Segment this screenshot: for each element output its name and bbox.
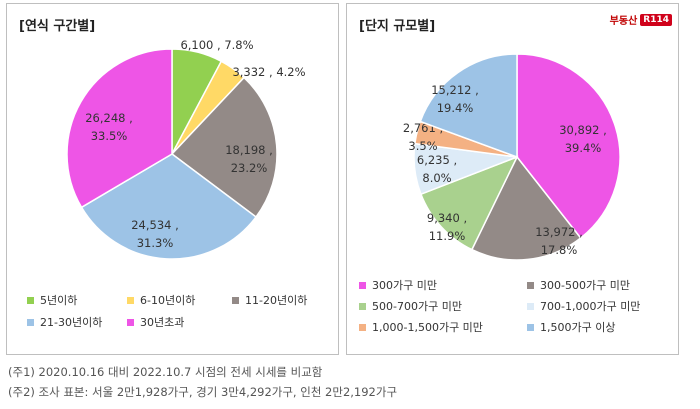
- legend-label: 700-1,000가구 미만: [540, 300, 641, 313]
- legend-label: 500-700가구 미만: [372, 300, 462, 313]
- legend-swatch: [127, 318, 134, 326]
- legend-label: 11-20년이하: [245, 294, 308, 307]
- slice-data-label: 9,340 , 11.9%: [427, 211, 467, 243]
- footnotes: (주1) 2020.10.16 대비 2022.10.7 시점의 전세 시세를 …: [8, 362, 397, 402]
- legend-item: 21-30년이하: [27, 314, 102, 330]
- legend-label: 300가구 미만: [372, 279, 437, 292]
- legend-item: 700-1,000가구 미만: [527, 298, 640, 314]
- logo-badge: R114: [640, 13, 672, 26]
- legend-item: 11-20년이하: [232, 292, 307, 308]
- pie-chart-age: 6,100 , 7.8% 3,332 , 4.2% 18,198 , 23.2% 24,…: [66, 38, 306, 260]
- legend-item: 500-700가구 미만: [359, 298, 462, 314]
- legend-swatch: [127, 296, 134, 304]
- legend-item: 300가구 미만: [359, 277, 437, 293]
- legend-item: 30년초과: [127, 314, 184, 330]
- r114-logo: 부동산 R114: [610, 12, 672, 27]
- slice-data-label: 6,235 , 8.0%: [417, 153, 457, 185]
- legend-swatch: [359, 302, 366, 310]
- legend-item: 1,000-1,500가구 미만: [359, 319, 483, 335]
- legend-swatch: [232, 296, 239, 304]
- legend-label: 1,000-1,500가구 미만: [372, 321, 483, 334]
- legend-swatch: [527, 302, 534, 310]
- pie-slice: [470, 155, 582, 261]
- legend-label: 21-30년이하: [40, 316, 103, 329]
- legend-swatch: [27, 318, 34, 326]
- legend-item: 300-500가구 미만: [527, 277, 630, 293]
- legend-label: 30년초과: [140, 316, 185, 329]
- pie-slice: [419, 155, 519, 251]
- legend-label: 1,500가구 이상: [540, 321, 616, 334]
- pie-slice: [170, 76, 278, 219]
- pie-slice: [66, 48, 173, 209]
- legend-item: 6-10년이하: [127, 292, 195, 308]
- pie-slice: [419, 53, 518, 159]
- slice-data-label: 26,248 , 33.5%: [85, 111, 133, 143]
- logo-text: 부동산: [609, 16, 638, 27]
- legend-swatch: [359, 281, 366, 289]
- chart-title: [단지 규모별]: [359, 19, 436, 34]
- chart-title: [연식 구간별]: [19, 19, 96, 34]
- pie-chart-size: 30,892 , 39.4% 13,972 , 17.8% 9,340 , 11.9% 6,…: [403, 53, 621, 261]
- slice-data-label: 18,198 , 23.2%: [225, 143, 273, 175]
- legend-item: 1,500가구 이상: [527, 319, 615, 335]
- slice-data-label: 3,332 , 4.2%: [232, 65, 305, 79]
- pie-slice: [516, 53, 621, 240]
- legend-swatch: [527, 281, 534, 289]
- legend-swatch: [27, 296, 34, 304]
- slice-data-label: 24,534 , 31.3%: [131, 218, 179, 250]
- footnote-2: (주2) 조사 표본: 서울 2만1,928가구, 경기 3만4,292가구, …: [8, 385, 398, 399]
- slice-data-label: 30,892 , 39.4%: [559, 123, 607, 155]
- slice-data-label: 13,972 , 17.8%: [535, 225, 583, 257]
- legend-label: 300-500가구 미만: [540, 279, 630, 292]
- legend-swatch: [359, 323, 366, 331]
- legend-swatch: [527, 323, 534, 331]
- legend-item: 5년이하: [27, 292, 77, 308]
- footnote-1: (주1) 2020.10.16 대비 2022.10.7 시점의 전세 시세를 …: [8, 365, 323, 379]
- pie-slice: [80, 153, 258, 260]
- chart-panel-age: [연식 구간별] 6,100 , 7.8% 3,332 , 4.2% 18,198 …: [6, 3, 339, 355]
- legend-label: 6-10년이하: [140, 294, 196, 307]
- slice-data-label: 15,212 , 19.4%: [431, 83, 479, 115]
- chart-panel-size: [단지 규모별] 부동산 R114 30,892 , 39.4% 13,972 ,1…: [346, 3, 679, 355]
- legend-label: 5년이하: [40, 294, 78, 307]
- slice-data-label: 6,100 , 7.8%: [180, 38, 253, 52]
